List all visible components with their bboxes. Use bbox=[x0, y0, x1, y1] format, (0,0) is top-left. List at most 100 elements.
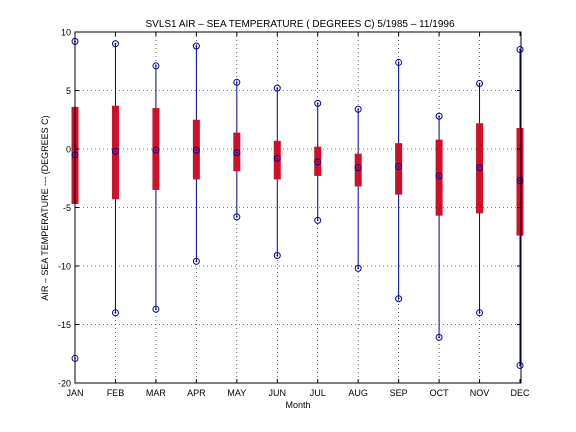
y-tick-label: -20 bbox=[58, 379, 71, 389]
median-marker-dot bbox=[235, 151, 238, 154]
median-marker bbox=[111, 147, 119, 155]
max-marker bbox=[395, 58, 403, 66]
min-marker bbox=[516, 361, 524, 369]
min-marker-dot bbox=[478, 311, 481, 314]
min-marker-dot bbox=[195, 260, 198, 263]
median-marker-dot bbox=[478, 166, 481, 169]
median-marker bbox=[476, 164, 484, 172]
median-marker bbox=[152, 146, 160, 154]
median-marker-dot bbox=[195, 149, 198, 152]
y-tick-label: -5 bbox=[63, 203, 71, 213]
median-marker-dot bbox=[519, 179, 521, 182]
y-tick-label: -15 bbox=[58, 320, 71, 330]
plot-marks bbox=[71, 37, 524, 369]
max-marker bbox=[516, 46, 524, 54]
median-marker bbox=[192, 146, 200, 154]
max-marker-dot bbox=[438, 115, 440, 118]
grid-lines bbox=[75, 32, 521, 383]
median-marker bbox=[314, 158, 322, 166]
median-marker-dot bbox=[155, 149, 157, 152]
min-marker-dot bbox=[276, 254, 279, 257]
x-tick-label: MAY bbox=[227, 388, 246, 398]
max-marker-dot bbox=[478, 82, 481, 85]
max-marker bbox=[111, 40, 119, 48]
iqr-box bbox=[395, 143, 403, 195]
iqr-box bbox=[152, 108, 160, 190]
min-marker-dot bbox=[114, 311, 117, 314]
x-axis-label: Month bbox=[285, 400, 310, 410]
min-marker-dot bbox=[316, 219, 319, 222]
max-marker bbox=[273, 84, 281, 92]
y-tick-label: -10 bbox=[58, 262, 71, 272]
max-marker-dot bbox=[276, 87, 279, 90]
max-marker bbox=[354, 105, 362, 113]
min-marker-dot bbox=[519, 364, 521, 367]
chart-title: SVLS1 AIR – SEA TEMPERATURE ( DEGREES C)… bbox=[145, 19, 454, 30]
min-marker bbox=[314, 216, 322, 224]
median-marker bbox=[233, 149, 241, 157]
x-tick-label: MAR bbox=[146, 388, 167, 398]
min-marker-dot bbox=[357, 267, 360, 270]
x-tick-label: AUG bbox=[348, 388, 368, 398]
y-tick-label: 0 bbox=[66, 145, 71, 155]
min-marker bbox=[273, 251, 281, 259]
median-marker bbox=[354, 164, 362, 172]
iqr-box bbox=[516, 127, 524, 236]
max-marker-dot bbox=[357, 108, 360, 111]
max-marker-dot bbox=[397, 61, 400, 64]
y-axis-ticks: -20 -15 -10 -5 0 5 10 bbox=[58, 28, 521, 389]
max-marker-dot bbox=[114, 42, 117, 45]
max-marker-dot bbox=[235, 81, 238, 84]
max-marker bbox=[314, 99, 322, 107]
median-marker-dot bbox=[316, 160, 319, 163]
max-marker bbox=[476, 79, 484, 87]
median-marker-dot bbox=[357, 166, 360, 169]
median-marker bbox=[395, 163, 403, 171]
min-marker bbox=[435, 333, 443, 341]
min-marker-dot bbox=[438, 336, 440, 339]
max-marker-dot bbox=[316, 102, 319, 105]
x-axis-ticks: JAN FEB MAR APR MAY JUN JUL AUG SEP OCT NOV DEC bbox=[66, 32, 530, 398]
max-marker-dot bbox=[155, 65, 157, 67]
max-marker bbox=[435, 112, 443, 120]
iqr-box bbox=[435, 139, 443, 216]
x-tick-label: DEC bbox=[510, 388, 530, 398]
x-tick-label: APR bbox=[187, 388, 206, 398]
max-marker-dot bbox=[195, 45, 198, 47]
axes-frame bbox=[74, 31, 522, 384]
x-tick-label: FEB bbox=[107, 388, 125, 398]
min-marker-dot bbox=[397, 297, 400, 300]
min-marker bbox=[152, 305, 160, 313]
min-marker bbox=[192, 257, 200, 265]
median-marker bbox=[435, 172, 443, 180]
iqr-box bbox=[111, 105, 119, 200]
x-tick-label: JUN bbox=[269, 388, 287, 398]
iqr-box bbox=[273, 140, 281, 180]
iqr-box bbox=[354, 153, 362, 187]
median-marker-dot bbox=[114, 150, 117, 153]
x-tick-label: JAN bbox=[66, 388, 83, 398]
min-marker bbox=[354, 264, 362, 272]
min-marker-dot bbox=[235, 215, 238, 218]
x-tick-label: OCT bbox=[430, 388, 450, 398]
max-marker-dot bbox=[519, 48, 521, 51]
min-marker bbox=[395, 295, 403, 303]
median-marker-dot bbox=[397, 165, 400, 168]
min-marker-dot bbox=[155, 308, 157, 311]
median-marker bbox=[516, 177, 524, 185]
x-tick-label: NOV bbox=[470, 388, 490, 398]
median-marker bbox=[273, 154, 281, 162]
max-marker bbox=[192, 42, 200, 50]
median-marker-dot bbox=[276, 157, 279, 160]
y-tick-label: 5 bbox=[66, 86, 71, 96]
min-marker bbox=[111, 309, 119, 317]
max-marker bbox=[152, 62, 160, 70]
max-marker bbox=[233, 78, 241, 86]
min-marker bbox=[233, 213, 241, 221]
x-tick-label: SEP bbox=[390, 388, 408, 398]
min-marker bbox=[476, 309, 484, 317]
y-axis-label: AIR – SEA TEMPERATURE --- (DEGREES C) bbox=[40, 115, 50, 300]
y-tick-label: 10 bbox=[61, 28, 71, 38]
x-tick-label: JUL bbox=[310, 388, 326, 398]
